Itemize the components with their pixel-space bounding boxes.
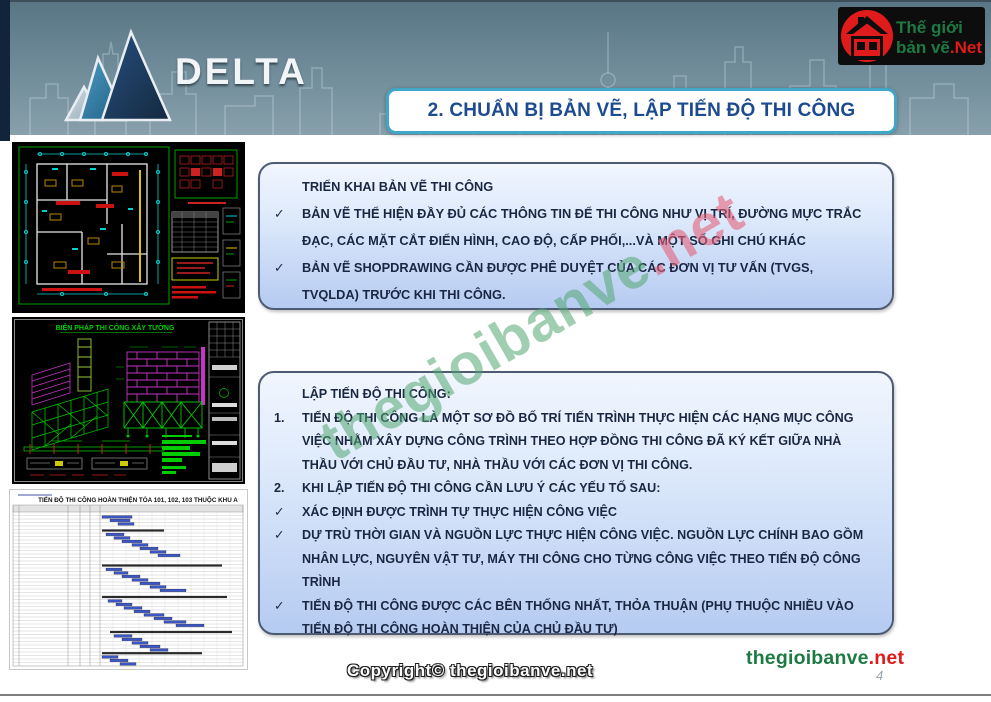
- item-number: 2.: [274, 481, 285, 495]
- page-title-text: 2. CHUẨN BỊ BẢN VẼ, LẬP TIẾN ĐỘ THI CÔNG: [427, 100, 856, 121]
- list-item: ✓ XÁC ĐỊNH ĐƯỢC TRÌNH TỰ THỰC HIỆN CÔNG …: [274, 501, 876, 525]
- check-icon: ✓: [274, 260, 285, 275]
- list-item: 1. TIẾN ĐỘ THI CÔNG LÀ MỘT SƠ ĐỒ BỐ TRÍ …: [274, 407, 876, 478]
- footer-site-text: thegioibanve.net: [746, 647, 904, 670]
- list-item: ✓ TIẾN ĐỘ THI CÔNG ĐƯỢC CÁC BÊN THỐNG NH…: [274, 595, 876, 642]
- page-title: 2. CHUẨN BỊ BẢN VẼ, LẬP TIẾN ĐỘ THI CÔNG: [386, 88, 897, 134]
- bullet-text: XÁC ĐỊNH ĐƯỢC TRÌNH TỰ THỰC HIỆN CÔNG VI…: [302, 504, 617, 519]
- panel-schedule: LẬP TIẾN ĐỘ THI CÔNG: 1. TIẾN ĐỘ THI CÔN…: [258, 371, 894, 636]
- panel-shopdrawing-heading: TRIỂN KHAI BẢN VẼ THI CÔNG: [302, 179, 494, 194]
- cad-floorplan-thumbnail: [12, 142, 245, 313]
- left-edge-bar: [0, 0, 10, 141]
- gantt-title: TIẾN ĐỘ THI CÔNG HOÀN THIỆN TÒA 101, 102…: [38, 494, 238, 504]
- page-number: 4: [876, 668, 884, 683]
- check-icon: ✓: [274, 598, 285, 613]
- panel-shopdrawing: TRIỂN KHAI BẢN VẼ THI CÔNG ✓ BẢN VẼ THỂ …: [258, 162, 894, 310]
- footer-divider: [0, 694, 991, 696]
- bullet-text: BẢN VẼ THỂ HIỆN ĐẦY ĐỦ CÁC THÔNG TIN ĐỂ …: [302, 206, 862, 248]
- cad-method-image: BIỆN PHÁP THI CÔNG XÂY TƯỜNG: [12, 317, 245, 484]
- tgbv-text-suffix: .Net: [950, 38, 982, 57]
- tgbv-text-line1: Thế giới: [896, 18, 963, 37]
- list-item: ✓ DỰ TRÙ THỜI GIAN VÀ NGUỒN LỰC THỰC HIỆ…: [274, 524, 876, 595]
- gantt-thumbnail: TIẾN ĐỘ THI CÔNG HOÀN THIỆN TÒA 101, 102…: [9, 489, 248, 670]
- cad-method-thumbnail: BIỆN PHÁP THI CÔNG XÂY TƯỜNG: [12, 317, 245, 484]
- list-item: 2. KHI LẬP TIẾN ĐỘ THI CÔNG CẦN LƯU Ý CÁ…: [274, 477, 876, 501]
- bullet-text: TIẾN ĐỘ THI CÔNG ĐƯỢC CÁC BÊN THỐNG NHẤT…: [302, 598, 854, 637]
- list-item: ✓ BẢN VẼ SHOPDRAWING CẦN ĐƯỢC PHÊ DUYỆT …: [274, 254, 876, 308]
- house-icon: [846, 16, 888, 60]
- panel-schedule-heading: LẬP TIẾN ĐỘ THI CÔNG:: [302, 387, 451, 401]
- footer-site-green: thegioibanve: [746, 647, 869, 669]
- item-number: 1.: [274, 410, 285, 425]
- delta-logo: DELTA: [30, 16, 320, 124]
- gantt-schedule-image: TIẾN ĐỘ THI CÔNG HOÀN THIỆN TÒA 101, 102…: [10, 490, 247, 669]
- check-icon: ✓: [274, 504, 285, 519]
- method-drawing-title: BIỆN PHÁP THI CÔNG XÂY TƯỜNG: [56, 323, 175, 332]
- check-icon: ✓: [274, 206, 285, 221]
- footer-site-red: .net: [868, 647, 905, 669]
- item-text: TIẾN ĐỘ THI CÔNG LÀ MỘT SƠ ĐỒ BỐ TRÍ TIẾ…: [302, 410, 854, 472]
- check-icon: ✓: [274, 528, 285, 542]
- item-text: KHI LẬP TIẾN ĐỘ THI CÔNG CẦN LƯU Ý CÁC Y…: [302, 481, 661, 495]
- footer-copyright: Copyright© thegioibanve.net: [347, 661, 594, 680]
- cad-floorplan-image: [12, 142, 245, 313]
- tgbv-text-line2: bản vẽ.Net: [896, 38, 982, 57]
- tgbv-logo: Thế giới bản vẽ.Net: [838, 7, 985, 65]
- bullet-text: DỰ TRÙ THỜI GIAN VÀ NGUỒN LỰC THỰC HIỆN …: [302, 528, 864, 589]
- delta-brand-text: DELTA: [175, 51, 308, 92]
- bullet-text: BẢN VẼ SHOPDRAWING CẦN ĐƯỢC PHÊ DUYỆT CỦ…: [302, 260, 814, 302]
- list-item: ✓ BẢN VẼ THỂ HIỆN ĐẦY ĐỦ CÁC THÔNG TIN Đ…: [274, 200, 876, 254]
- delta-triangles-icon: [63, 28, 172, 122]
